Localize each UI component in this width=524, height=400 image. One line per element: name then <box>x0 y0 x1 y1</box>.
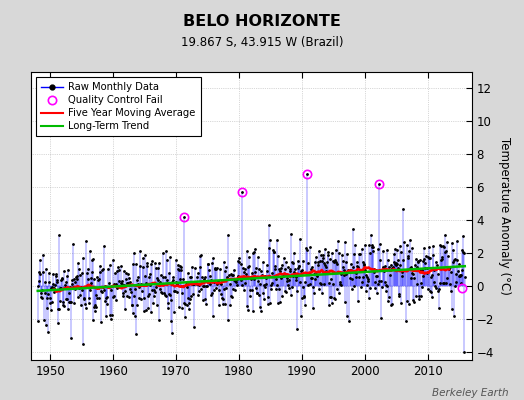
Text: BELO HORIZONTE: BELO HORIZONTE <box>183 14 341 29</box>
Text: 19.867 S, 43.915 W (Brazil): 19.867 S, 43.915 W (Brazil) <box>181 36 343 49</box>
Y-axis label: Temperature Anomaly (°C): Temperature Anomaly (°C) <box>497 137 510 295</box>
Text: Berkeley Earth: Berkeley Earth <box>432 388 508 398</box>
Legend: Raw Monthly Data, Quality Control Fail, Five Year Moving Average, Long-Term Tren: Raw Monthly Data, Quality Control Fail, … <box>37 77 201 136</box>
